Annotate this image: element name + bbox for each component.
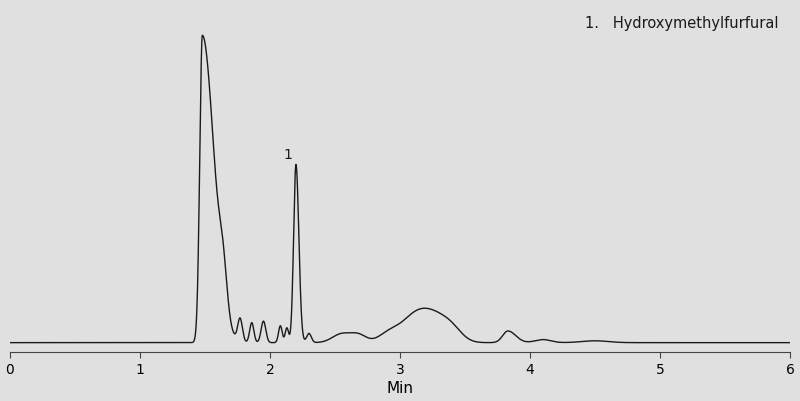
Text: 1: 1 (283, 148, 292, 162)
Text: 1.   Hydroxymethylfurfural: 1. Hydroxymethylfurfural (585, 16, 778, 31)
X-axis label: Min: Min (386, 381, 414, 395)
